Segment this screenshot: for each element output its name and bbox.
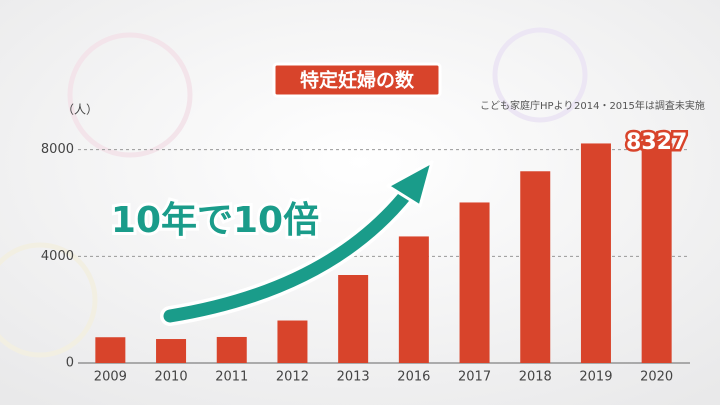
x-tick-label: 2012 bbox=[276, 370, 309, 385]
x-tick-label: 2019 bbox=[579, 370, 612, 385]
annotation: 10年で10倍 bbox=[111, 200, 319, 241]
bar bbox=[459, 202, 490, 363]
x-tick-label: 2010 bbox=[155, 370, 188, 385]
decoration bbox=[492, 27, 588, 123]
arrow-head bbox=[386, 160, 434, 208]
bar bbox=[216, 336, 247, 363]
x-tick-label: 2013 bbox=[337, 370, 370, 385]
bar bbox=[398, 236, 429, 363]
y-tick-label: 4000 bbox=[41, 249, 74, 264]
x-tick-label: 2017 bbox=[458, 370, 491, 385]
title-box bbox=[272, 62, 442, 98]
bar bbox=[580, 143, 611, 363]
y-tick-label: 8000 bbox=[41, 142, 74, 157]
decoration bbox=[67, 32, 193, 158]
bar bbox=[156, 339, 187, 363]
x-tick-label: 2016 bbox=[397, 370, 430, 385]
bar bbox=[338, 275, 369, 363]
data-label: 8327 bbox=[626, 130, 687, 155]
bar bbox=[520, 171, 551, 363]
x-tick-label: 2020 bbox=[640, 370, 673, 385]
y-tick-label: 0 bbox=[66, 356, 74, 371]
x-tick-label: 2009 bbox=[94, 370, 127, 385]
bar bbox=[95, 337, 126, 363]
decoration bbox=[0, 242, 98, 358]
plot: 0 4000 8000 2009 2010 2011 2012 2013 2016 2017 201… bbox=[41, 127, 690, 385]
x-tick-label: 2018 bbox=[519, 370, 552, 385]
bar bbox=[641, 140, 672, 363]
source-note: こども家庭庁HPより bbox=[480, 99, 573, 112]
chart-title: 特定妊婦の数 bbox=[300, 69, 415, 92]
bar bbox=[277, 320, 308, 363]
arrow bbox=[163, 185, 415, 323]
x-tick-label: 2011 bbox=[215, 370, 248, 385]
note: 2014・2015年は調査未実施 bbox=[574, 99, 705, 112]
y-axis-label: （人） bbox=[62, 103, 98, 117]
